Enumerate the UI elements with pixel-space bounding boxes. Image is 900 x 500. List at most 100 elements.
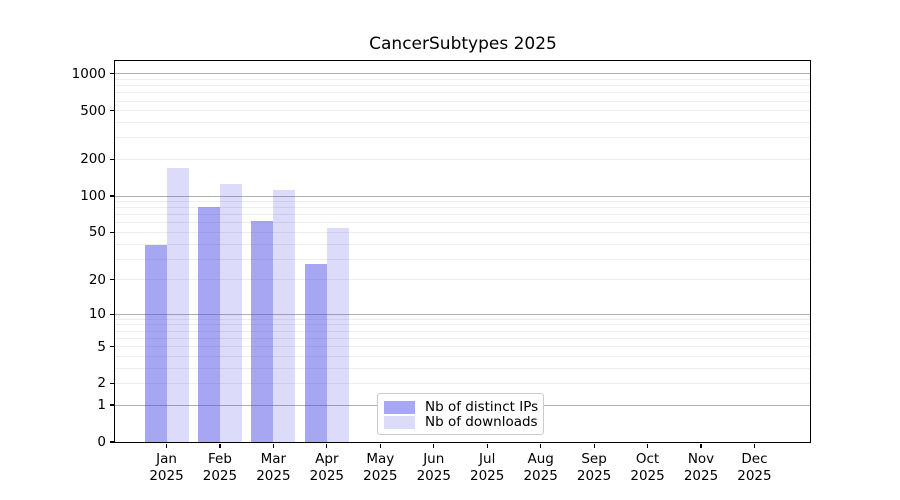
minor-gridline	[115, 382, 810, 384]
x-tick-label: Feb 2025	[185, 451, 255, 485]
minor-gridline	[115, 330, 810, 332]
minor-gridline	[115, 122, 810, 124]
x-tick-mark	[593, 444, 595, 448]
minor-gridline	[115, 337, 810, 339]
minor-gridline	[115, 158, 810, 160]
x-tick-month: Nov	[687, 451, 715, 467]
y-tick-mark	[110, 110, 114, 112]
x-tick-label: Jan 2025	[132, 451, 202, 485]
x-tick-label: Aug 2025	[506, 451, 576, 485]
x-tick-year: 2025	[576, 468, 612, 484]
legend: Nb of distinct IPs Nb of downloads	[377, 393, 544, 435]
minor-gridline	[115, 100, 810, 102]
minor-gridline	[115, 324, 810, 326]
x-tick-year: 2025	[683, 468, 719, 484]
legend-swatch-downloads	[384, 415, 415, 429]
minor-gridline	[115, 201, 810, 203]
x-tick-month: Aug	[527, 451, 554, 467]
x-tick-year: 2025	[202, 468, 238, 484]
x-tick-year: 2025	[470, 468, 505, 484]
x-tick-mark	[540, 444, 542, 448]
bar-apr-ips	[304, 264, 327, 442]
minor-gridline	[115, 346, 810, 348]
x-tick-label: Nov 2025	[666, 451, 736, 485]
major-gridline	[115, 195, 810, 197]
y-tick-mark	[110, 195, 114, 197]
minor-gridline	[115, 92, 810, 94]
x-tick-label: Mar 2025	[238, 451, 308, 485]
x-tick-label: Apr 2025	[292, 451, 362, 485]
x-tick-mark	[165, 444, 168, 448]
minor-gridline	[115, 243, 810, 245]
minor-gridline	[115, 222, 810, 224]
minor-gridline	[115, 231, 810, 233]
x-tick-label: Dec 2025	[719, 451, 789, 485]
x-tick-mark	[219, 444, 221, 448]
minor-gridline	[115, 207, 810, 209]
bar-mar-downloads	[273, 189, 296, 442]
x-tick-year: 2025	[363, 468, 398, 484]
x-tick-month: Jun	[423, 451, 445, 467]
x-tick-mark	[486, 444, 488, 448]
bar-jan-downloads	[166, 168, 189, 442]
legend-item-distinct-ips: Nb of distinct IPs	[384, 399, 539, 415]
minor-gridline	[115, 367, 810, 369]
x-tick-month: Oct	[635, 451, 660, 467]
x-tick-label: Oct 2025	[613, 451, 683, 485]
x-tick-month: Mar	[260, 451, 287, 467]
x-tick-year: 2025	[149, 468, 184, 484]
x-tick-mark	[433, 444, 435, 448]
y-tick-label: 200	[80, 151, 106, 168]
y-tick-mark	[110, 313, 114, 315]
y-tick-label: 1	[97, 397, 106, 414]
x-tick-mark	[326, 444, 328, 448]
bar-feb-ips	[197, 207, 220, 442]
minor-gridline	[115, 110, 810, 112]
x-tick-year: 2025	[309, 468, 345, 484]
x-tick-year: 2025	[630, 468, 665, 484]
minor-gridline	[115, 258, 810, 260]
y-tick-mark	[110, 231, 114, 234]
x-tick-month: Feb	[207, 451, 232, 467]
x-tick-mark	[646, 444, 649, 448]
x-tick-year: 2025	[737, 468, 772, 484]
y-tick-mark	[110, 73, 114, 75]
bar-feb-downloads	[219, 183, 242, 442]
bar-mar-ips	[251, 221, 274, 442]
legend-label-distinct-ips: Nb of distinct IPs	[425, 399, 539, 415]
x-tick-mark	[272, 444, 274, 448]
x-tick-month: Jul	[479, 451, 496, 467]
x-tick-month: Dec	[741, 451, 768, 467]
x-tick-month: Sep	[581, 451, 607, 467]
bar-apr-downloads	[326, 228, 349, 442]
plot-area	[114, 60, 811, 443]
y-tick-label: 20	[88, 271, 106, 288]
x-tick-mark	[700, 444, 702, 448]
y-tick-mark	[110, 279, 114, 281]
x-tick-label: May 2025	[345, 451, 415, 485]
minor-gridline	[115, 355, 810, 357]
y-tick-mark	[110, 345, 114, 348]
bar-jan-ips	[144, 245, 167, 442]
x-tick-month: Jan	[156, 451, 177, 467]
x-tick-mark	[379, 444, 381, 448]
minor-gridline	[115, 279, 810, 281]
x-tick-year: 2025	[256, 468, 291, 484]
y-tick-label: 2	[97, 375, 106, 392]
y-tick-label: 100	[80, 188, 106, 205]
major-gridline	[115, 313, 810, 315]
major-gridline	[115, 73, 810, 75]
y-tick-mark	[110, 441, 114, 443]
y-tick-label: 50	[88, 224, 106, 241]
minor-gridline	[115, 137, 810, 139]
x-tick-month: May	[366, 451, 395, 467]
minor-gridline	[115, 214, 810, 216]
x-tick-label: Sep 2025	[559, 451, 629, 485]
x-tick-label: Jun 2025	[399, 451, 469, 485]
x-tick-mark	[753, 444, 756, 448]
y-tick-label: 10	[88, 306, 106, 323]
y-tick-label: 5	[97, 338, 106, 355]
y-tick-mark	[110, 382, 114, 385]
x-tick-label: Jul 2025	[452, 451, 522, 485]
